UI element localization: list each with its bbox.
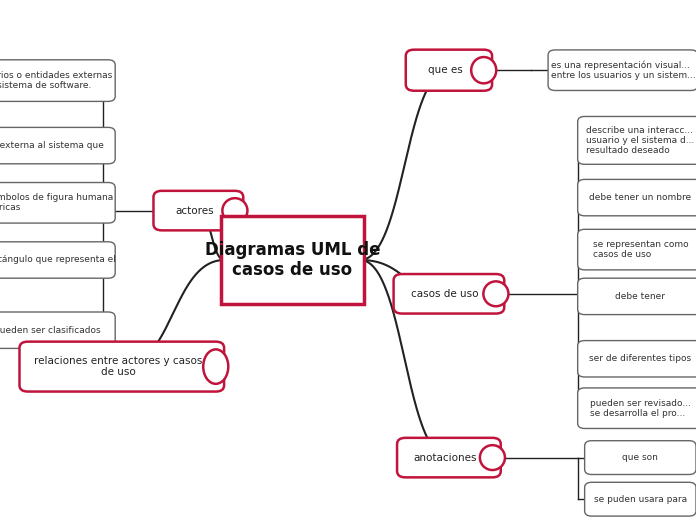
Text: Diagramas UML de
casos de uso: Diagramas UML de casos de uso bbox=[205, 241, 380, 279]
FancyBboxPatch shape bbox=[578, 388, 696, 428]
FancyBboxPatch shape bbox=[578, 179, 696, 216]
Text: relaciones entre actores y casos
de uso: relaciones entre actores y casos de uso bbox=[34, 356, 203, 378]
FancyBboxPatch shape bbox=[19, 342, 224, 392]
FancyBboxPatch shape bbox=[578, 229, 696, 270]
Ellipse shape bbox=[480, 445, 505, 470]
Text: ...externa al sistema que: ...externa al sistema que bbox=[0, 141, 104, 150]
Text: anotaciones: anotaciones bbox=[413, 452, 477, 463]
Text: se representan como
casos de uso: se representan como casos de uso bbox=[592, 240, 688, 259]
Text: pueden ser clasificados: pueden ser clasificados bbox=[0, 326, 101, 335]
Text: que es: que es bbox=[428, 65, 463, 75]
Text: debe tener: debe tener bbox=[615, 292, 665, 301]
FancyBboxPatch shape bbox=[548, 50, 696, 90]
FancyBboxPatch shape bbox=[221, 216, 363, 304]
Ellipse shape bbox=[203, 349, 228, 384]
Ellipse shape bbox=[483, 281, 508, 306]
FancyBboxPatch shape bbox=[0, 242, 115, 278]
Text: se puden usara para: se puden usara para bbox=[594, 495, 687, 504]
Text: ...arios o entidades externas
...l sistema de software.: ...arios o entidades externas ...l siste… bbox=[0, 71, 112, 90]
FancyBboxPatch shape bbox=[578, 278, 696, 315]
Ellipse shape bbox=[471, 57, 496, 83]
FancyBboxPatch shape bbox=[394, 274, 504, 314]
FancyBboxPatch shape bbox=[578, 116, 696, 164]
FancyBboxPatch shape bbox=[585, 440, 696, 474]
FancyBboxPatch shape bbox=[0, 183, 115, 223]
FancyBboxPatch shape bbox=[0, 312, 115, 348]
FancyBboxPatch shape bbox=[406, 50, 492, 90]
Text: es una representación visual...
entre los usuarios y un sistem...: es una representación visual... entre lo… bbox=[551, 60, 695, 80]
Text: debe tener un nombre: debe tener un nombre bbox=[590, 193, 691, 202]
FancyBboxPatch shape bbox=[153, 191, 244, 230]
Ellipse shape bbox=[222, 198, 248, 223]
Text: describe una interacc...
usuario y el sistema d...
resultado deseado: describe una interacc... usuario y el si… bbox=[586, 125, 695, 155]
Text: que son: que son bbox=[622, 453, 658, 462]
FancyBboxPatch shape bbox=[0, 60, 115, 101]
Text: casos de uso: casos de uso bbox=[411, 289, 479, 299]
Text: ser de diferentes tipos: ser de diferentes tipos bbox=[590, 354, 691, 363]
FancyBboxPatch shape bbox=[0, 127, 115, 164]
FancyBboxPatch shape bbox=[578, 341, 696, 377]
FancyBboxPatch shape bbox=[585, 483, 696, 516]
Text: pueden ser revisado...
se desarrolla el pro...: pueden ser revisado... se desarrolla el … bbox=[590, 398, 691, 418]
Text: ...símbolos de figura humana
...étricas: ...símbolos de figura humana ...étricas bbox=[0, 193, 113, 213]
Text: ...ectángulo que representa el: ...ectángulo que representa el bbox=[0, 255, 116, 265]
FancyBboxPatch shape bbox=[397, 438, 501, 477]
Text: actores: actores bbox=[175, 205, 214, 216]
